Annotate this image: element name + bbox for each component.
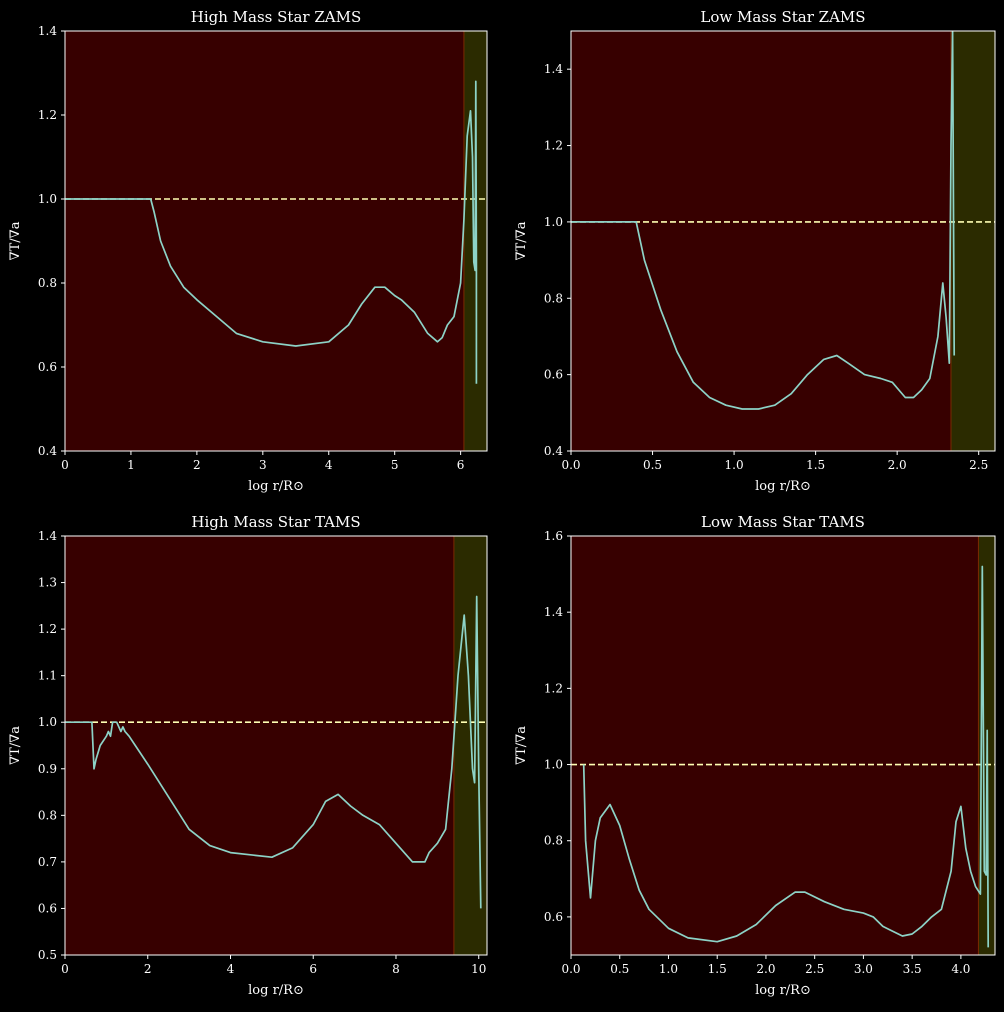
y-tick-label: 1.2 — [544, 139, 563, 153]
x-axis-label: log r/R⊙ — [755, 479, 811, 494]
y-tick-label: 0.6 — [38, 360, 57, 374]
y-tick-label: 1.3 — [38, 576, 57, 590]
y-tick-label: 1.4 — [38, 24, 57, 38]
panel-title: High Mass Star TAMS — [191, 513, 360, 531]
radiative-zone — [65, 536, 454, 955]
y-tick-label: 1.0 — [38, 192, 57, 206]
radiative-zone — [571, 536, 978, 955]
x-tick-label: 4 — [227, 962, 235, 976]
x-tick-label: 2 — [144, 962, 152, 976]
radiative-zone — [571, 31, 951, 451]
x-tick-label: 2.0 — [888, 458, 907, 472]
y-tick-label: 1.4 — [38, 529, 57, 543]
x-tick-label: 1.5 — [708, 962, 727, 976]
panel-title: High Mass Star ZAMS — [191, 8, 361, 26]
x-tick-label: 5 — [391, 458, 399, 472]
x-axis-label: log r/R⊙ — [248, 479, 304, 494]
y-tick-label: 1.4 — [544, 62, 563, 76]
y-tick-label: 0.8 — [544, 834, 563, 848]
x-tick-label: 2.0 — [756, 962, 775, 976]
y-axis-label: ∇T/∇a — [8, 726, 23, 765]
x-tick-label: 3.5 — [903, 962, 922, 976]
panel-high-mass-zams: 0 1 2 3 4 5 6 0.4 0.6 0.8 1.0 1.2 1.4 High Mass Star … — [8, 8, 487, 494]
x-tick-label: 0 — [61, 458, 69, 472]
y-tick-label: 1.0 — [38, 715, 57, 729]
convective-zone — [951, 31, 995, 451]
y-tick-label: 0.8 — [38, 808, 57, 822]
y-tick-label: 1.4 — [544, 605, 563, 619]
y-tick-label: 1.2 — [544, 681, 563, 695]
y-tick-label: 1.0 — [544, 758, 563, 772]
x-tick-label: 6 — [309, 962, 317, 976]
y-axis-label: ∇T/∇a — [514, 221, 529, 260]
y-tick-label: 1.1 — [38, 669, 57, 683]
x-tick-label: 3.0 — [854, 962, 873, 976]
y-tick-label: 1.2 — [38, 108, 57, 122]
panel-title: Low Mass Star TAMS — [701, 513, 865, 531]
y-tick-label: 0.7 — [38, 855, 57, 869]
x-tick-label: 1.5 — [806, 458, 825, 472]
x-tick-label: 0.0 — [561, 458, 580, 472]
panel-high-mass-tams: 0 2 4 6 8 10 0.5 0.6 0.7 0.8 0.9 1.0 1.1 1.2 1.3 1.4 Hig… — [8, 513, 487, 998]
x-tick-label: 4.0 — [951, 962, 970, 976]
panel-low-mass-zams: 0.0 0.5 1.0 1.5 2.0 2.5 0.4 0.6 0.8 1.0 1.2 1.4 Low … — [514, 8, 995, 494]
y-axis-label: ∇T/∇a — [8, 221, 23, 260]
y-tick-label: 0.8 — [38, 276, 57, 290]
y-tick-label: 0.6 — [38, 901, 57, 915]
y-tick-label: 0.6 — [544, 368, 563, 382]
y-axis-label: ∇T/∇a — [514, 726, 529, 765]
x-tick-label: 4 — [325, 458, 333, 472]
y-tick-label: 1.2 — [38, 622, 57, 636]
y-tick-label: 0.5 — [38, 948, 57, 962]
y-tick-label: 0.6 — [544, 910, 563, 924]
x-tick-label: 3 — [259, 458, 267, 472]
y-tick-label: 0.4 — [38, 444, 57, 458]
x-tick-label: 0.5 — [643, 458, 662, 472]
panel-low-mass-tams: 0.0 0.5 1.0 1.5 2.0 2.5 3.0 3.5 4.0 0.6 0.8 1.0 1.2 1… — [514, 513, 995, 998]
x-tick-label: 2.5 — [969, 458, 988, 472]
x-tick-label: 2 — [193, 458, 201, 472]
x-tick-label: 0.0 — [561, 962, 580, 976]
x-tick-label: 0.5 — [610, 962, 629, 976]
y-tick-label: 0.8 — [544, 291, 563, 305]
x-tick-label: 1.0 — [659, 962, 678, 976]
x-axis-label: log r/R⊙ — [248, 983, 304, 998]
y-tick-label: 0.9 — [38, 762, 57, 776]
y-tick-label: 0.4 — [544, 444, 563, 458]
panel-title: Low Mass Star ZAMS — [700, 8, 865, 26]
x-tick-label: 1 — [127, 458, 135, 472]
y-tick-label: 1.0 — [544, 215, 563, 229]
x-tick-label: 6 — [457, 458, 465, 472]
x-axis-label: log r/R⊙ — [755, 983, 811, 998]
x-tick-label: 8 — [392, 962, 400, 976]
x-tick-label: 1.0 — [725, 458, 744, 472]
x-tick-label: 2.5 — [805, 962, 824, 976]
y-tick-label: 1.6 — [544, 529, 563, 543]
x-tick-label: 10 — [471, 962, 486, 976]
x-tick-label: 0 — [61, 962, 69, 976]
convective-zone — [454, 536, 487, 955]
radiative-zone — [65, 31, 464, 451]
